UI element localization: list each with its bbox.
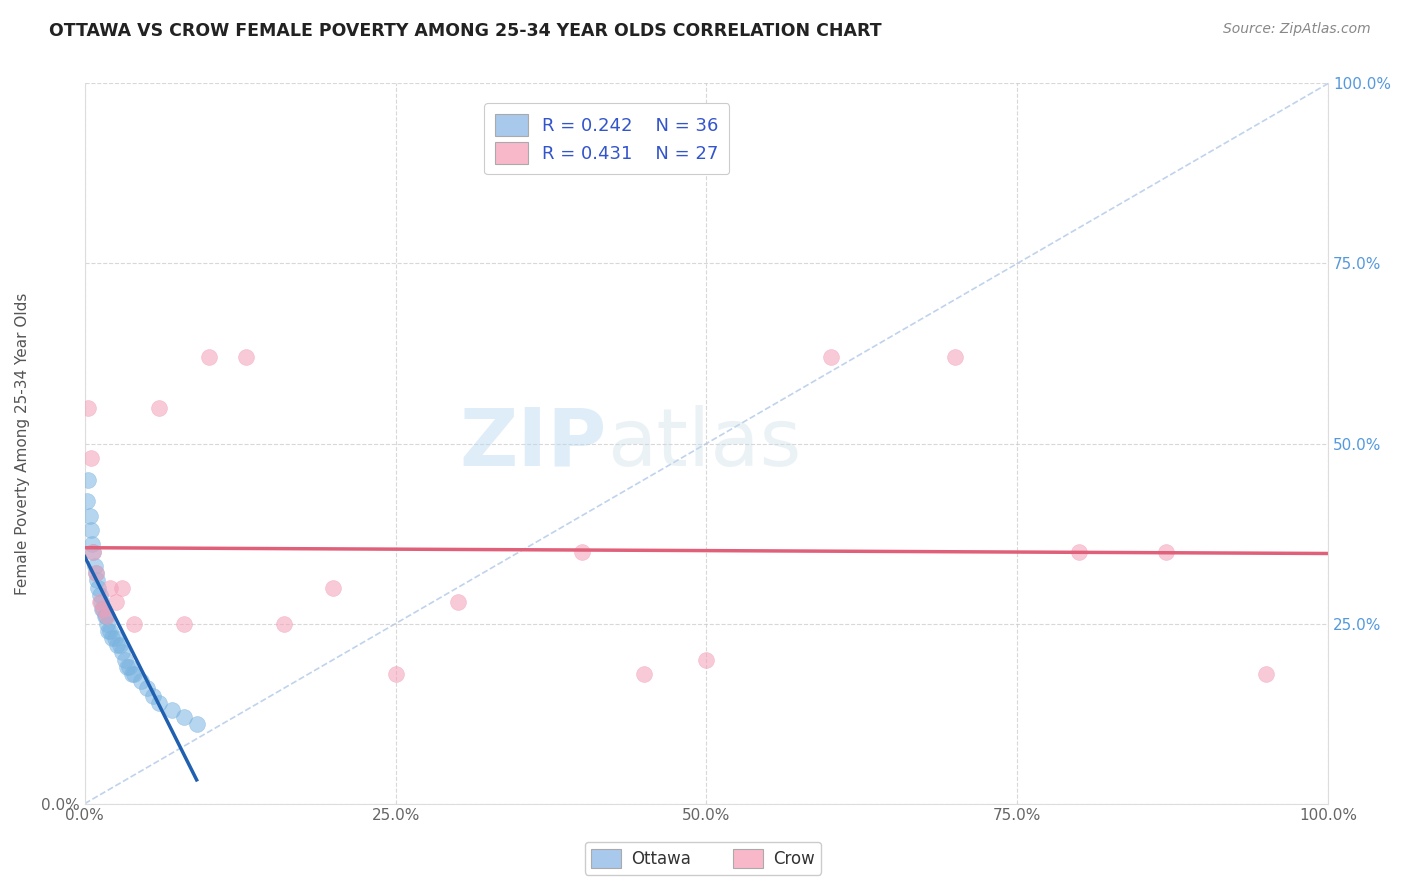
Point: [93, 609, 115, 624]
Point: [148, 401, 170, 415]
Point: [103, 631, 125, 645]
Point: [83, 558, 105, 573]
Point: [76, 494, 98, 508]
Point: [105, 638, 128, 652]
Point: [90, 595, 112, 609]
Point: [86, 574, 108, 588]
Point: [89, 588, 111, 602]
Point: [91, 602, 114, 616]
Text: OTTAWA VS CROW FEMALE POVERTY AMONG 25-34 YEAR OLDS CORRELATION CHART: OTTAWA VS CROW FEMALE POVERTY AMONG 25-3…: [49, 22, 882, 40]
Point: [142, 689, 165, 703]
Point: [235, 350, 257, 364]
Point: [129, 674, 152, 689]
Point: [173, 710, 195, 724]
Point: [89, 595, 111, 609]
Y-axis label: Female Poverty Among 25-34 Year Olds: Female Poverty Among 25-34 Year Olds: [15, 293, 30, 595]
Legend: Ottawa, Crow: Ottawa, Crow: [585, 842, 821, 875]
Point: [94, 609, 117, 624]
Point: [820, 350, 842, 364]
Point: [148, 696, 170, 710]
Point: [84, 566, 107, 581]
Text: ZIP: ZIP: [460, 405, 607, 483]
Point: [114, 652, 136, 666]
Point: [97, 624, 120, 638]
Point: [84, 566, 107, 581]
Point: [633, 667, 655, 681]
Point: [98, 624, 121, 638]
Text: atlas: atlas: [607, 405, 801, 483]
Point: [198, 350, 221, 364]
Point: [82, 537, 104, 551]
Point: [87, 581, 110, 595]
Point: [571, 544, 593, 558]
Point: [447, 595, 470, 609]
Text: Source: ZipAtlas.com: Source: ZipAtlas.com: [1223, 22, 1371, 37]
Point: [273, 616, 295, 631]
Point: [695, 652, 717, 666]
Point: [1069, 544, 1091, 558]
Point: [121, 667, 143, 681]
Point: [173, 616, 195, 631]
Point: [82, 544, 104, 558]
Point: [77, 401, 100, 415]
Point: [77, 473, 100, 487]
Point: [135, 681, 157, 696]
Point: [160, 703, 183, 717]
Point: [96, 609, 118, 624]
Point: [104, 595, 127, 609]
Legend: R = 0.242    N = 36, R = 0.431    N = 27: R = 0.242 N = 36, R = 0.431 N = 27: [485, 103, 730, 175]
Point: [322, 581, 344, 595]
Point: [82, 544, 104, 558]
Point: [80, 523, 103, 537]
Point: [101, 631, 124, 645]
Point: [1156, 544, 1178, 558]
Point: [80, 450, 103, 465]
Point: [111, 645, 134, 659]
Point: [108, 638, 131, 652]
Point: [111, 581, 134, 595]
Point: [115, 660, 138, 674]
Point: [124, 667, 146, 681]
Point: [384, 667, 406, 681]
Point: [943, 350, 966, 364]
Point: [93, 602, 115, 616]
Point: [124, 616, 146, 631]
Point: [1254, 667, 1277, 681]
Point: [186, 717, 208, 731]
Point: [118, 660, 141, 674]
Point: [93, 602, 115, 616]
Point: [96, 616, 118, 631]
Point: [79, 508, 101, 523]
Point: [98, 581, 121, 595]
